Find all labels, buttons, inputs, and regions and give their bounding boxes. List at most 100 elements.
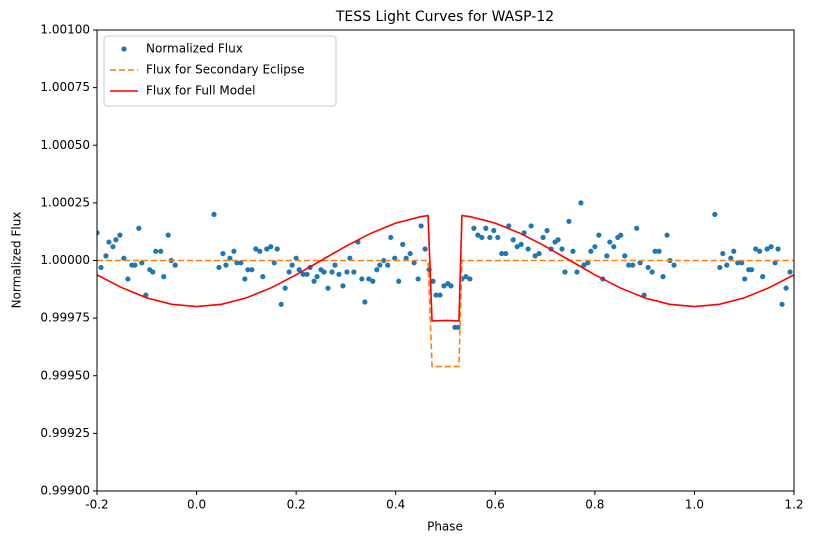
data-point — [433, 292, 439, 298]
x-tick-label: 0.4 — [386, 498, 405, 512]
data-point — [136, 225, 142, 231]
data-point — [418, 223, 424, 229]
data-point — [592, 244, 598, 250]
x-tick-label: 0.6 — [486, 498, 505, 512]
data-point — [649, 269, 655, 275]
data-point — [720, 250, 726, 257]
data-point — [231, 248, 237, 254]
data-point — [637, 260, 643, 266]
y-tick-label: 1.00025 — [40, 195, 90, 209]
data-point — [278, 301, 284, 307]
x-tick-label: 0.0 — [187, 498, 206, 512]
data-point — [712, 211, 718, 217]
data-point — [607, 239, 613, 245]
data-point — [724, 262, 730, 268]
data-point — [165, 232, 171, 238]
y-tick-label: 1.00000 — [40, 253, 90, 267]
data-point — [257, 248, 263, 254]
legend-box — [103, 35, 337, 107]
data-point — [336, 271, 342, 277]
data-point — [475, 232, 481, 238]
data-point — [98, 264, 104, 271]
data-point — [581, 262, 587, 268]
data-point — [403, 255, 409, 261]
data-point — [161, 274, 167, 280]
data-point — [506, 223, 512, 229]
data-point — [268, 244, 274, 250]
data-point — [227, 255, 233, 261]
data-point — [479, 234, 485, 241]
data-point — [463, 274, 469, 280]
data-point — [749, 267, 755, 273]
data-point — [783, 285, 789, 291]
data-point — [329, 269, 335, 275]
data-point — [282, 285, 288, 291]
data-point — [559, 246, 565, 252]
data-point — [223, 262, 229, 268]
data-point — [634, 225, 640, 231]
data-point — [245, 267, 251, 273]
data-point — [555, 237, 561, 243]
data-point — [604, 253, 610, 259]
data-point — [525, 246, 531, 252]
data-point — [495, 234, 501, 241]
y-tick-label: 0.99975 — [40, 311, 90, 325]
data-point — [536, 250, 542, 257]
data-point — [503, 250, 509, 257]
plot-area — [97, 200, 794, 368]
legend-label: Flux for Secondary Eclipse — [146, 63, 305, 77]
data-point — [110, 244, 116, 250]
legend-marker — [121, 46, 127, 52]
data-point — [366, 276, 372, 282]
data-point — [671, 262, 677, 268]
data-point — [293, 255, 299, 261]
data-point — [787, 269, 793, 275]
data-point — [779, 301, 785, 307]
data-point — [768, 244, 774, 250]
data-point — [400, 241, 406, 247]
data-point — [113, 237, 119, 243]
data-point — [325, 285, 331, 291]
x-tick-label: 0.2 — [287, 498, 306, 512]
data-point — [377, 262, 383, 268]
x-tick-label: 1.0 — [685, 498, 704, 512]
data-point — [437, 292, 443, 298]
x-tick-label: -0.2 — [85, 498, 108, 512]
data-point — [739, 260, 745, 266]
data-point — [540, 234, 546, 241]
y-tick-label: 1.00075 — [40, 80, 90, 94]
data-point — [566, 218, 572, 224]
data-point — [132, 262, 138, 268]
data-point — [775, 246, 781, 252]
data-point — [757, 248, 763, 254]
data-point — [510, 237, 516, 243]
data-point — [407, 250, 413, 257]
data-point — [430, 278, 436, 284]
data-point — [656, 248, 662, 254]
data-point — [652, 248, 658, 254]
data-point — [238, 260, 244, 266]
data-point — [518, 241, 524, 247]
data-point — [274, 246, 280, 252]
data-point — [588, 248, 594, 254]
data-point — [562, 269, 568, 275]
data-point — [139, 260, 145, 266]
data-point — [753, 246, 759, 252]
data-point — [216, 264, 222, 271]
x-tick-label: 0.8 — [585, 498, 604, 512]
data-point — [618, 232, 624, 238]
y-tick-label: 1.00100 — [40, 23, 90, 37]
data-point — [121, 255, 127, 261]
data-point — [388, 234, 394, 241]
data-point — [296, 267, 302, 273]
data-point — [304, 271, 310, 277]
data-point — [487, 234, 493, 241]
plot-frame — [96, 29, 795, 492]
data-point — [578, 200, 584, 206]
data-point — [340, 283, 346, 289]
data-point — [422, 246, 428, 252]
data-point — [271, 260, 277, 266]
data-point — [499, 250, 505, 257]
x-axis-label: Phase — [427, 520, 463, 534]
data-point — [728, 255, 734, 261]
